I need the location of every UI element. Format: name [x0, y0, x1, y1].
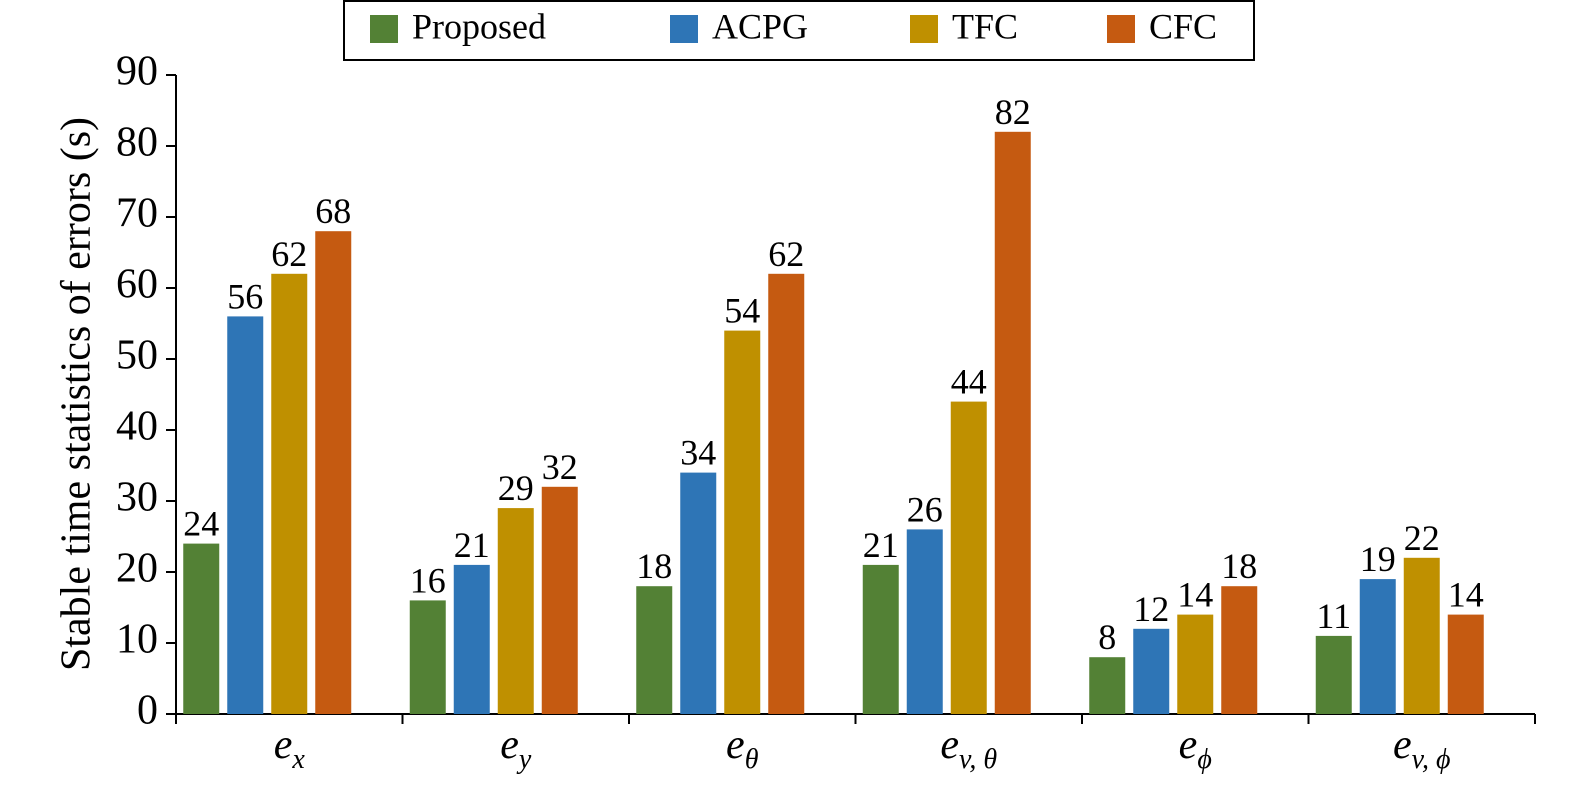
x-tick-label-sub: θ [745, 744, 759, 775]
bar [636, 586, 673, 714]
value-label: 14 [1177, 575, 1213, 615]
value-label: 18 [636, 546, 672, 586]
bar [497, 508, 534, 714]
x-tick-label-main: e [1393, 722, 1412, 768]
bar [227, 316, 264, 714]
legend-box [343, 0, 1255, 61]
bar [768, 273, 805, 714]
bar [1089, 657, 1126, 714]
value-label: 14 [1448, 575, 1484, 615]
y-tick-label: 60 [116, 262, 158, 308]
bar [862, 564, 899, 714]
bar [271, 273, 308, 714]
value-label: 62 [271, 234, 307, 274]
bar [541, 486, 578, 714]
bar [950, 401, 987, 714]
bar [1359, 579, 1396, 714]
value-label: 18 [1221, 546, 1257, 586]
value-label: 34 [680, 433, 716, 473]
y-tick-label: 90 [116, 49, 158, 95]
x-tick-label-sub: y [516, 744, 532, 775]
bar [1177, 614, 1214, 714]
y-axis-label: Stable time statistics of errors (s) [54, 117, 100, 671]
value-label: 21 [863, 525, 899, 565]
bar [724, 330, 761, 714]
bar [1221, 586, 1258, 714]
y-tick-label: 30 [116, 475, 158, 521]
legend-swatch [670, 15, 698, 43]
x-tick-label-main: e [1179, 722, 1198, 768]
x-tick-label: ey [500, 722, 532, 775]
x-tick-label: eθ [726, 722, 759, 775]
x-tick-label-main: e [500, 722, 519, 768]
bar [453, 564, 490, 714]
y-tick-label: 0 [137, 688, 158, 734]
bar [1403, 557, 1440, 714]
value-label: 54 [724, 291, 760, 331]
value-label: 44 [951, 362, 987, 402]
x-tick-label-main: e [940, 722, 959, 768]
y-tick-label: 10 [116, 617, 158, 663]
x-tick-label-sub: v, θ [959, 744, 997, 775]
y-tick-label: 20 [116, 546, 158, 592]
bar [1447, 614, 1484, 714]
value-label: 68 [315, 191, 351, 231]
x-tick-label-sub: x [291, 744, 305, 775]
y-tick-label: 50 [116, 333, 158, 379]
bar [680, 472, 717, 714]
legend-label: CFC [1149, 6, 1217, 46]
value-label: 16 [410, 560, 446, 600]
legend-label: ACPG [712, 6, 808, 46]
x-tick-label: ev, θ [940, 722, 997, 775]
bar [906, 529, 943, 714]
value-label: 19 [1360, 539, 1396, 579]
value-label: 21 [454, 525, 490, 565]
legend-swatch [370, 15, 398, 43]
value-label: 22 [1404, 518, 1440, 558]
x-tick-label-sub: ϕ [1197, 744, 1212, 775]
legend-swatch [1107, 15, 1135, 43]
legend-label: TFC [952, 6, 1018, 46]
x-tick-label: ex [274, 722, 306, 775]
value-label: 32 [542, 447, 578, 487]
value-label: 56 [227, 276, 263, 316]
bar [409, 600, 446, 714]
value-label: 62 [768, 234, 804, 274]
bar [315, 231, 352, 714]
x-tick-label-main: e [726, 722, 745, 768]
legend-swatch [910, 15, 938, 43]
value-label: 24 [183, 504, 219, 544]
x-tick-label: eϕ [1179, 722, 1212, 775]
x-tick-label-sub: v, ϕ [1412, 744, 1451, 775]
y-tick-label: 40 [116, 404, 158, 450]
y-tick-label: 80 [116, 120, 158, 166]
x-tick-label-main: e [274, 722, 293, 768]
bar [1133, 628, 1170, 714]
value-label: 11 [1316, 596, 1351, 636]
value-label: 26 [907, 489, 943, 529]
value-label: 8 [1098, 617, 1116, 657]
bar [1315, 635, 1352, 714]
value-label: 29 [498, 468, 534, 508]
value-label: 82 [995, 92, 1031, 132]
value-label: 12 [1133, 589, 1169, 629]
y-tick-label: 70 [116, 191, 158, 237]
x-tick-label: ev, ϕ [1393, 722, 1451, 775]
legend-label: Proposed [412, 6, 546, 46]
bar [183, 543, 220, 714]
bar [994, 131, 1031, 715]
